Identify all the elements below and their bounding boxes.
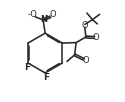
Text: O: O <box>93 33 99 42</box>
Text: N: N <box>40 15 47 24</box>
Text: F: F <box>24 63 30 72</box>
Text: O: O <box>81 21 88 30</box>
Text: +: + <box>45 14 50 19</box>
Text: O: O <box>82 55 89 65</box>
Text: -O: -O <box>28 10 38 19</box>
Text: O: O <box>50 11 56 19</box>
Text: F: F <box>43 73 49 82</box>
